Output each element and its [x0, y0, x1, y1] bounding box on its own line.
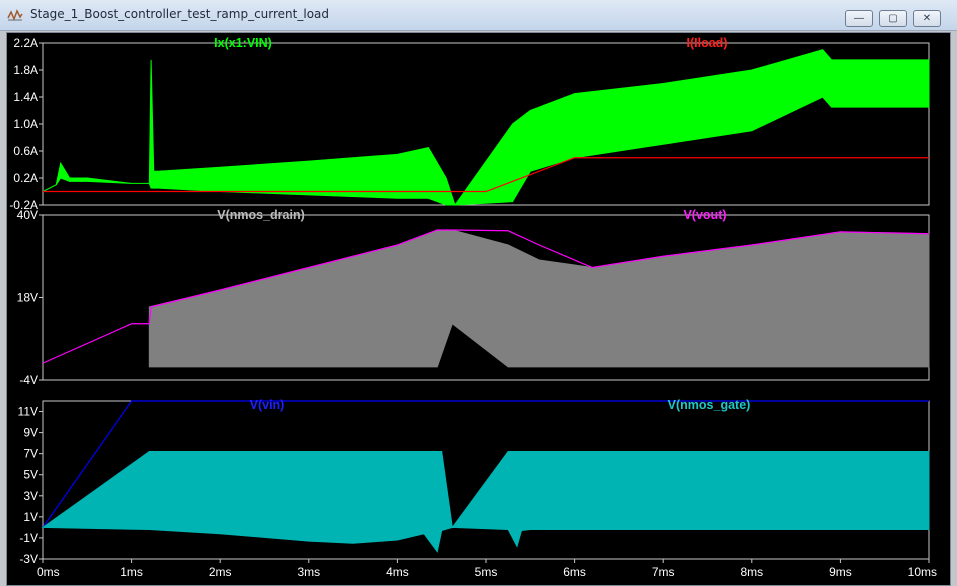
trace-label-i-iload[interactable]: I(Iload): [687, 36, 728, 50]
window-titlebar: Stage_1_Boost_controller_test_ramp_curre…: [0, 0, 957, 31]
minimize-button[interactable]: —: [845, 10, 873, 27]
trace-label-v-vout[interactable]: V(vout): [683, 208, 726, 222]
series-v-vin-trace: [42, 400, 929, 528]
x-tick-label: 3ms: [297, 565, 320, 579]
waveform-plot[interactable]: 2.2A 1.8A 1.4A 1.0A 0.6A 0.2A -0.2A Ix(x1:VIN) I…: [7, 33, 950, 585]
y-tick-label: 9V: [23, 426, 38, 440]
y-tick-label: 1.0A: [13, 117, 38, 131]
y-tick-label: 2.2A: [13, 36, 38, 50]
y-tick-label: -0.2A: [9, 198, 38, 212]
x-tick-label: 10ms: [908, 565, 937, 579]
series-v-vout-trace: [42, 229, 930, 364]
y-tick-label: 1V: [23, 510, 38, 524]
x-tick-label: 1ms: [120, 565, 143, 579]
trace-label-v-nmos-gate[interactable]: V(nmos_gate): [668, 398, 751, 412]
trace-label-v-nmos-drain[interactable]: V(nmos_drain): [217, 208, 305, 222]
series-v-nmos-gate-envelope: [41, 451, 930, 553]
y-tick-label: 1.4A: [13, 90, 38, 104]
maximize-button[interactable]: ▢: [879, 10, 907, 27]
y-tick-label: 3V: [23, 489, 38, 503]
series-ix-x1-vin-envelope: [42, 49, 930, 207]
x-tick-label: 7ms: [652, 565, 675, 579]
x-tick-label: 5ms: [475, 565, 498, 579]
y-tick-label: 5V: [23, 468, 38, 482]
trace-label-v-vin[interactable]: V(vin): [250, 398, 285, 412]
y-tick-label: -1V: [19, 531, 38, 545]
x-tick-label: 4ms: [386, 565, 409, 579]
waveform-viewer[interactable]: 2.2A 1.8A 1.4A 1.0A 0.6A 0.2A -0.2A Ix(x1:VIN) I…: [6, 32, 951, 586]
y-tick-label: 7V: [23, 447, 38, 461]
x-tick-label: 8ms: [740, 565, 763, 579]
y-tick-label: -4V: [19, 373, 38, 387]
window-title: Stage_1_Boost_controller_test_ramp_curre…: [30, 7, 330, 21]
close-button[interactable]: ✕: [913, 10, 941, 27]
x-tick-label: 6ms: [563, 565, 586, 579]
y-tick-label: -3V: [19, 552, 38, 566]
y-tick-label: 1.8A: [13, 63, 38, 77]
y-tick-label: 0.6A: [13, 144, 38, 158]
x-tick-label: 9ms: [829, 565, 852, 579]
y-tick-label: 11V: [18, 405, 38, 419]
y-tick-label: 40V: [17, 208, 38, 222]
x-tick-label: 0ms: [37, 565, 60, 579]
series-i-iload-trace: [43, 157, 929, 193]
trace-label-ix-x1-vin[interactable]: Ix(x1:VIN): [214, 36, 272, 50]
waveform-app-icon: [7, 9, 23, 22]
y-tick-label: 18V: [17, 291, 38, 305]
x-tick-label: 2ms: [209, 565, 232, 579]
y-tick-label: 0.2A: [13, 171, 38, 185]
